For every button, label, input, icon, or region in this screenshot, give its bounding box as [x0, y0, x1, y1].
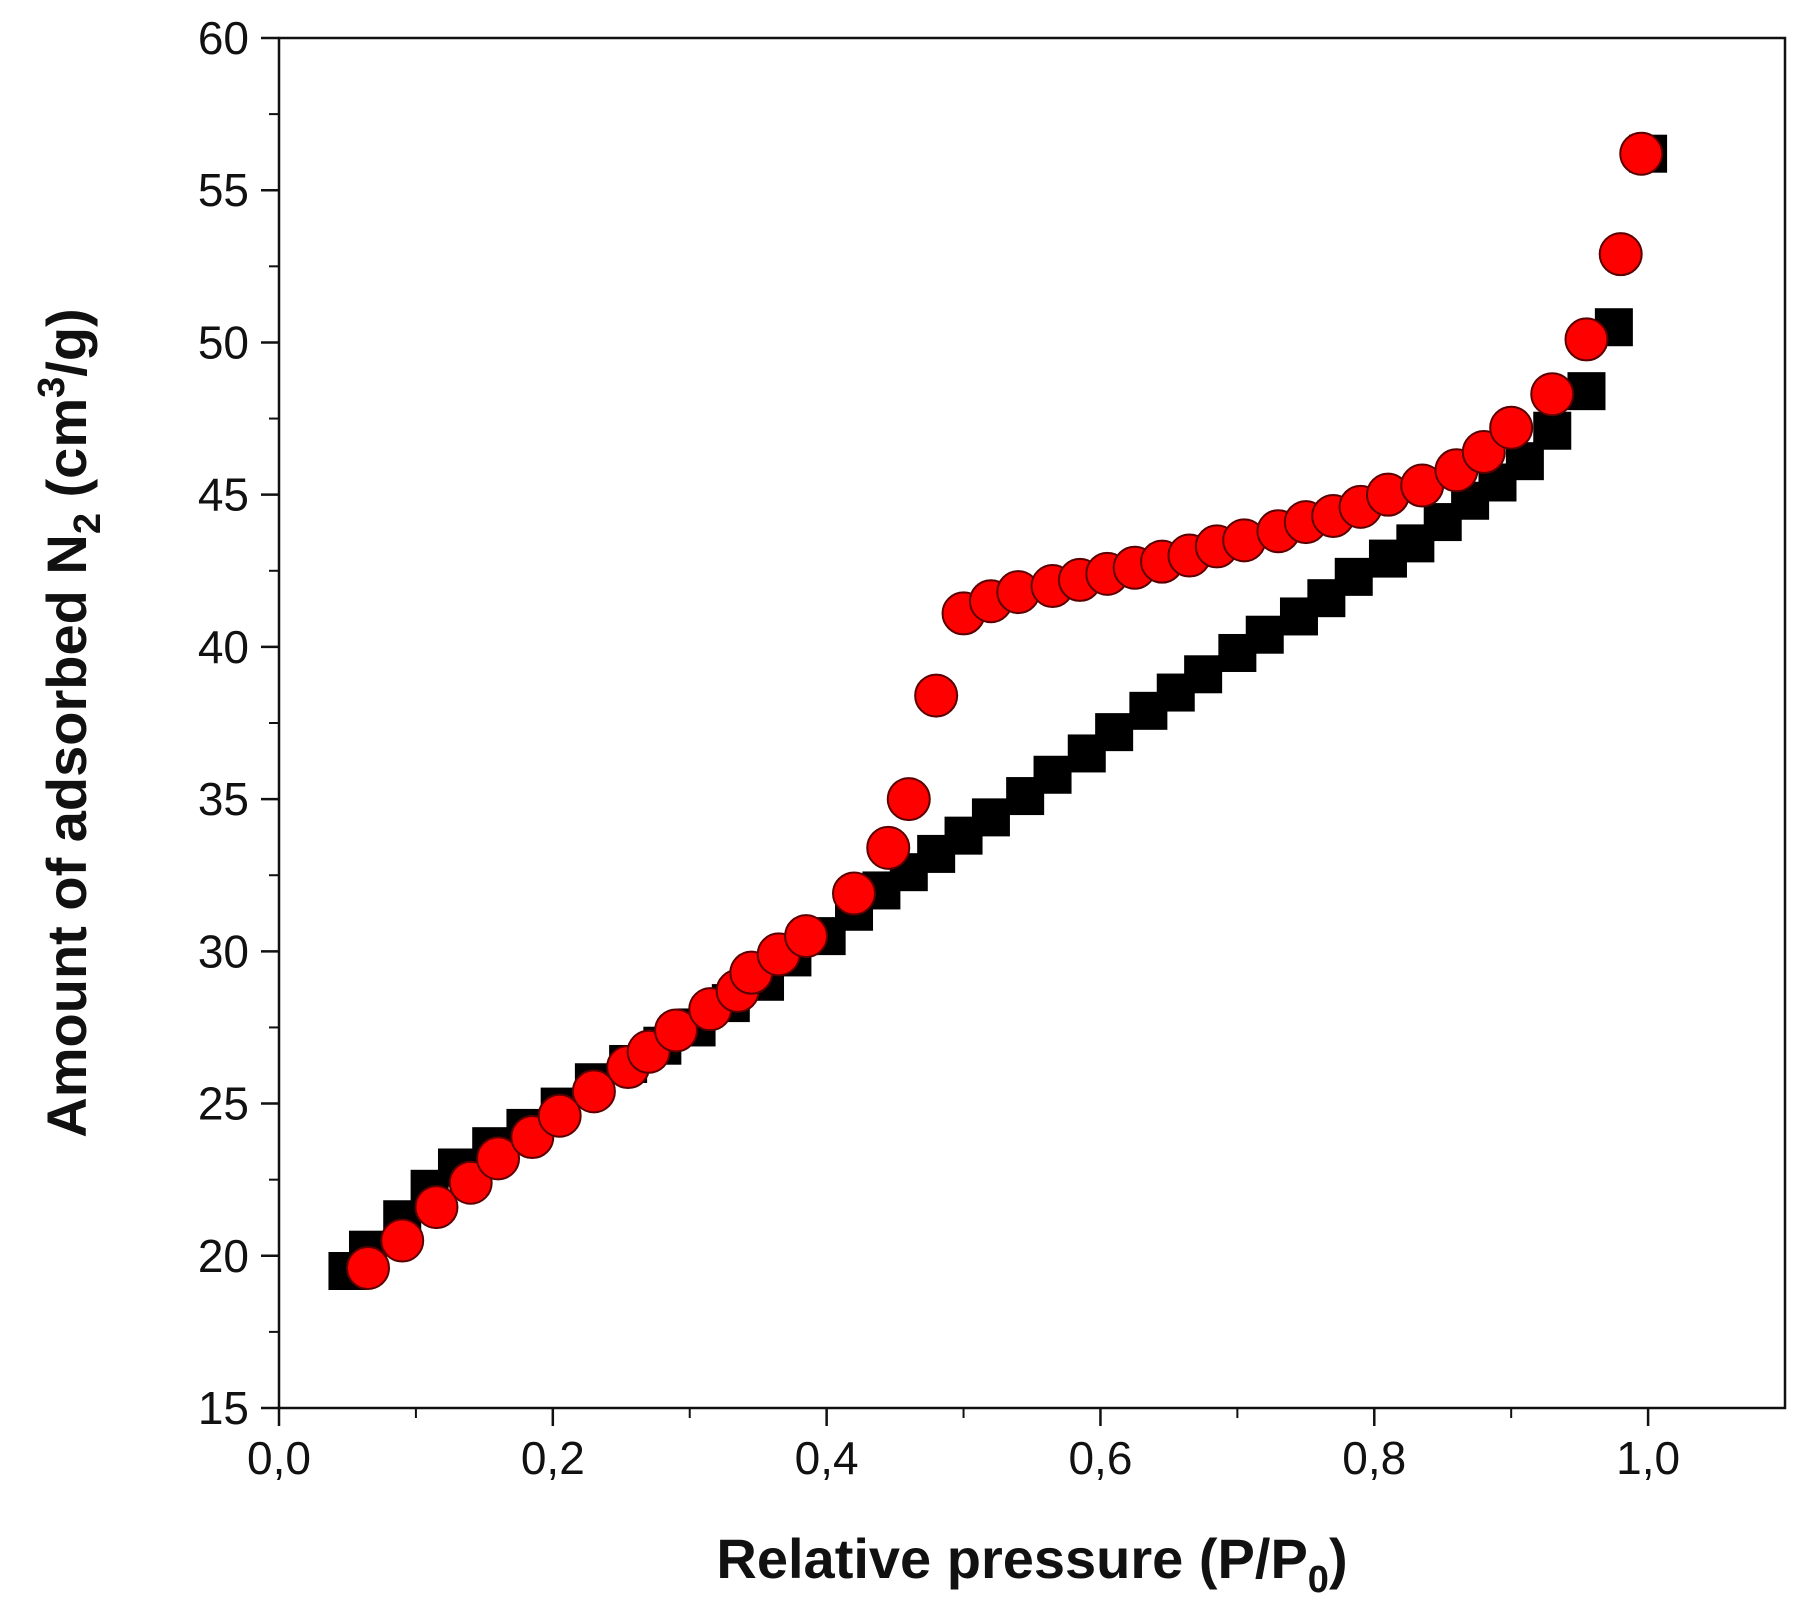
- x-tick-label: 0,2: [521, 1432, 585, 1484]
- minor-ticks: [269, 113, 1513, 1418]
- y-axis-title: Amount of adsorbed N2 (cm3/g): [31, 308, 109, 1137]
- circle-point: [784, 914, 829, 959]
- circle-point: [866, 825, 911, 870]
- x-tick-label: 0,6: [1068, 1432, 1132, 1484]
- y-tick-label: 45: [198, 469, 249, 521]
- square-point: [1533, 411, 1572, 450]
- circle-point: [571, 1069, 616, 1114]
- x-tick-label: 0,8: [1342, 1432, 1406, 1484]
- circle-point: [537, 1093, 582, 1138]
- square-point: [1184, 655, 1223, 694]
- circle-point: [914, 673, 959, 718]
- circle-point: [414, 1185, 459, 1230]
- circle-point: [1619, 131, 1664, 176]
- y-tick-labels: 15 20 25 30 35 40 45 50 55 60: [198, 12, 249, 1434]
- square-point: [971, 798, 1010, 837]
- x-tick-labels: 0,0 0,2 0,4 0,6 0,8 1,0: [247, 1432, 1680, 1484]
- y-tick-label: 55: [198, 164, 249, 216]
- square-point: [1095, 713, 1134, 752]
- y-tick-label: 60: [198, 12, 249, 64]
- square-point: [1245, 615, 1284, 654]
- circle-point: [1598, 232, 1643, 277]
- major-ticks: [261, 36, 1650, 1426]
- x-tick-label: 0,4: [795, 1432, 859, 1484]
- circle-point: [1564, 317, 1609, 362]
- circle-point: [886, 777, 931, 822]
- circle-point: [1530, 372, 1575, 417]
- y-tick-label: 40: [198, 621, 249, 673]
- y-tick-label: 25: [198, 1078, 249, 1130]
- y-tick-label: 15: [198, 1382, 249, 1434]
- y-tick-label: 20: [198, 1230, 249, 1282]
- circle-point: [1489, 405, 1534, 450]
- x-tick-label: 0,0: [247, 1432, 311, 1484]
- square-point: [1334, 557, 1373, 596]
- y-tick-label: 30: [198, 925, 249, 977]
- circle-point: [832, 871, 877, 916]
- y-tick-label: 50: [198, 316, 249, 368]
- circle-point: [654, 1008, 699, 1053]
- y-tick-label: 35: [198, 773, 249, 825]
- series-circles: [345, 131, 1664, 1290]
- circle-point: [380, 1218, 425, 1263]
- x-tick-label: 1,0: [1616, 1432, 1680, 1484]
- x-axis-title: Relative pressure (P/P0): [716, 1527, 1347, 1601]
- circle-point: [476, 1136, 521, 1181]
- square-point: [1033, 755, 1072, 794]
- plot-frame: [277, 36, 1787, 1410]
- circle-point: [345, 1245, 390, 1290]
